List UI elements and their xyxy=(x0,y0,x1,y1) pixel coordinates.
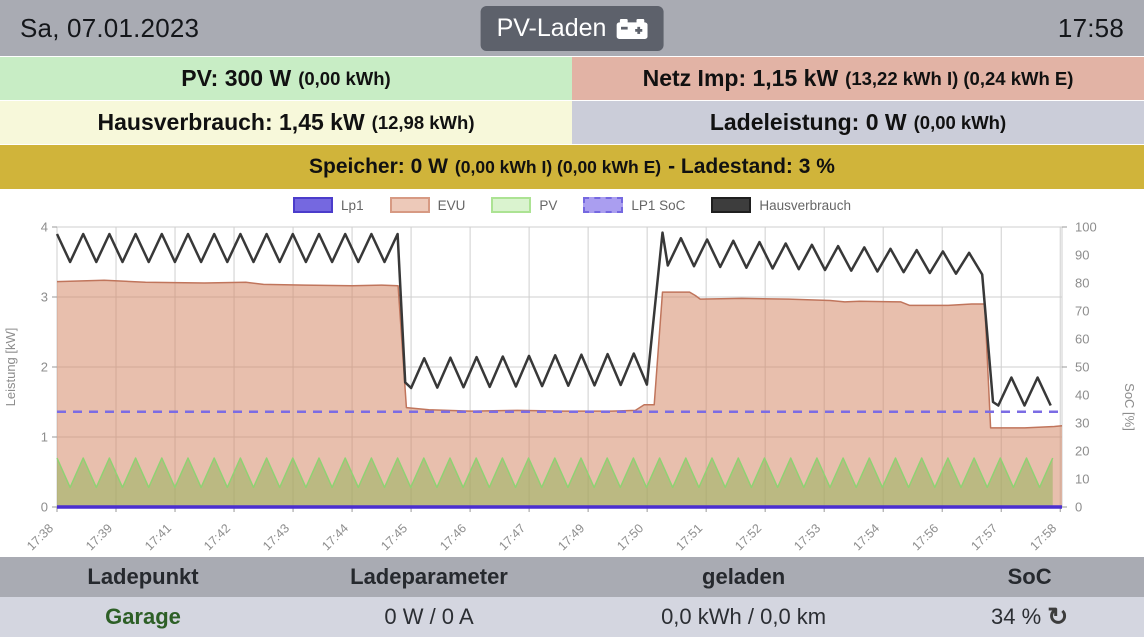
y2-axis-title: SoC [%] xyxy=(1122,383,1137,431)
series-area-pv xyxy=(57,458,1053,507)
legend-item-lp1-soc[interactable]: LP1 SoC xyxy=(583,197,685,213)
x-tick-label: 17:43 xyxy=(260,521,292,553)
x-tick-label: 17:46 xyxy=(437,521,469,553)
y-tick-label: 1 xyxy=(41,430,48,445)
series-area-evu xyxy=(57,280,1062,507)
soc-refresh-icon[interactable]: ↻ xyxy=(1047,602,1069,631)
series-line-evu xyxy=(56,279,1063,429)
y-axis-title: Leistung [kW] xyxy=(3,328,18,407)
x-tick-label: 17:42 xyxy=(201,521,233,553)
chargepoint-name[interactable]: Garage xyxy=(105,604,181,629)
chart-section: Lp1 EVU PV LP1 SoC Hausverbrauch 17:38 17:39 1… xyxy=(0,189,1144,557)
charge-parameters: 0 W / 0 A xyxy=(384,604,474,629)
chart-legend: Lp1 EVU PV LP1 SoC Hausverbrauch xyxy=(0,197,1144,213)
soc-cell: 34 % ↻ xyxy=(915,597,1144,637)
y2-tick-label: 10 xyxy=(1075,472,1089,487)
x-tick-label: 17:49 xyxy=(555,521,587,553)
house-consumption-energy: (12,98 kWh) xyxy=(371,111,475,133)
x-tick-label: 17:58 xyxy=(1027,521,1059,553)
grid-import-value: Netz Imp: 1,15 kW xyxy=(642,65,839,91)
storage-energy: (0,00 kWh I) (0,00 kWh E) xyxy=(454,156,662,177)
legend-label: LP1 SoC xyxy=(631,197,686,213)
legend-label: Lp1 xyxy=(341,197,364,213)
y2-tick-label: 70 xyxy=(1075,304,1089,319)
info-tiles: PV: 300 W (0,00 kWh) Netz Imp: 1,15 kW (… xyxy=(0,57,1144,145)
x-tick-label: 17:39 xyxy=(83,521,115,553)
col-header-ladeparameter: Ladeparameter xyxy=(350,564,508,589)
charge-mode-label: PV-Laden xyxy=(496,14,607,42)
x-tick-label: 17:50 xyxy=(614,521,646,553)
y-tick-label: 0 xyxy=(41,500,48,515)
charge-power-energy: (0,00 kWh) xyxy=(913,111,1007,133)
x-tick-label: 17:56 xyxy=(909,521,941,553)
y2-tick-label: 30 xyxy=(1075,416,1089,431)
table-row: Garage 0 W / 0 A 0,0 kWh / 0,0 km 34 % ↻ xyxy=(0,597,1144,637)
y2-tick-label: 20 xyxy=(1075,444,1089,459)
legend-item-lp1[interactable]: Lp1 xyxy=(293,197,364,213)
storage-soc: - Ladestand: 3 % xyxy=(668,155,835,178)
date-label: Sa, 07.01.2023 xyxy=(20,12,200,43)
legend-swatch xyxy=(293,197,334,213)
y2-tick-label: 90 xyxy=(1075,248,1089,263)
x-tick-label: 17:57 xyxy=(968,521,1000,553)
legend-swatch xyxy=(389,197,430,213)
x-tick-label: 17:47 xyxy=(496,521,528,553)
y2-tick-label: 50 xyxy=(1075,360,1089,375)
storage-tile: Speicher: 0 W (0,00 kWh I) (0,00 kWh E) … xyxy=(0,145,1144,189)
table-header-row: Ladepunkt Ladeparameter geladen SoC xyxy=(0,557,1144,597)
y2-tick-label: 80 xyxy=(1075,276,1089,291)
series-line-pv xyxy=(56,457,1054,489)
x-tick-label: 17:54 xyxy=(850,521,882,553)
house-consumption-tile: Hausverbrauch: 1,45 kW (12,98 kWh) xyxy=(0,101,572,145)
legend-item-pv[interactable]: PV xyxy=(491,197,557,213)
series-line-hausverbrauch xyxy=(55,231,1052,407)
chargepoint-table: Ladepunkt Ladeparameter geladen SoC Gara… xyxy=(0,557,1144,637)
charged-amount: 0,0 kWh / 0,0 km xyxy=(661,604,827,629)
top-bar: Sa, 07.01.2023 PV-Laden 17:58 xyxy=(0,0,1144,57)
col-header-geladen: geladen xyxy=(702,564,786,589)
legend-label: EVU xyxy=(437,197,466,213)
house-consumption-value: Hausverbrauch: 1,45 kW xyxy=(97,109,365,135)
soc-value: 34 % xyxy=(991,604,1042,629)
legend-swatch xyxy=(711,197,752,213)
grid-import-tile: Netz Imp: 1,15 kW (13,22 kWh I) (0,24 kW… xyxy=(572,57,1144,101)
x-tick-label: 17:51 xyxy=(673,521,705,553)
charge-power-tile: Ladeleistung: 0 W (0,00 kWh) xyxy=(572,101,1144,145)
x-tick-label: 17:41 xyxy=(142,521,174,553)
x-tick-label: 17:45 xyxy=(378,521,410,553)
x-tick-label: 17:38 xyxy=(24,521,56,553)
legend-item-hausverbrauch[interactable]: Hausverbrauch xyxy=(711,197,851,213)
y2-tick-label: 40 xyxy=(1075,388,1089,403)
y2-tick-label: 0 xyxy=(1075,500,1082,515)
x-tick-label: 17:44 xyxy=(319,521,351,553)
y2-tick-label: 100 xyxy=(1075,220,1097,235)
storage-power: Speicher: 0 W xyxy=(309,155,448,178)
legend-swatch xyxy=(491,197,532,213)
y-tick-label: 2 xyxy=(41,360,48,375)
charge-power-value: Ladeleistung: 0 W xyxy=(709,109,907,135)
pv-tile: PV: 300 W (0,00 kWh) xyxy=(0,57,572,101)
col-header-ladepunkt: Ladepunkt xyxy=(87,564,199,589)
y-tick-label: 4 xyxy=(41,220,48,235)
pv-value: PV: 300 W xyxy=(181,65,292,91)
x-tick-label: 17:52 xyxy=(732,521,764,553)
clock-label: 17:58 xyxy=(1057,12,1124,43)
charge-mode-button[interactable]: PV-Laden xyxy=(480,6,664,51)
battery-icon xyxy=(616,18,648,39)
legend-label: Hausverbrauch xyxy=(759,197,851,213)
y-tick-label: 3 xyxy=(41,290,48,305)
pv-energy: (0,00 kWh) xyxy=(298,67,391,89)
y2-tick-label: 60 xyxy=(1075,332,1089,347)
x-tick-label: 17:53 xyxy=(791,521,823,553)
col-header-soc: SoC xyxy=(1007,564,1052,589)
legend-item-evu[interactable]: EVU xyxy=(389,197,466,213)
legend-label: PV xyxy=(539,197,558,213)
grid-import-energy: (13,22 kWh I) (0,24 kWh E) xyxy=(845,67,1074,89)
chart-plot[interactable]: 17:38 17:39 17:41 17:42 17:43 17:44 17:45 17:46… xyxy=(0,189,1144,557)
legend-swatch xyxy=(583,197,624,213)
